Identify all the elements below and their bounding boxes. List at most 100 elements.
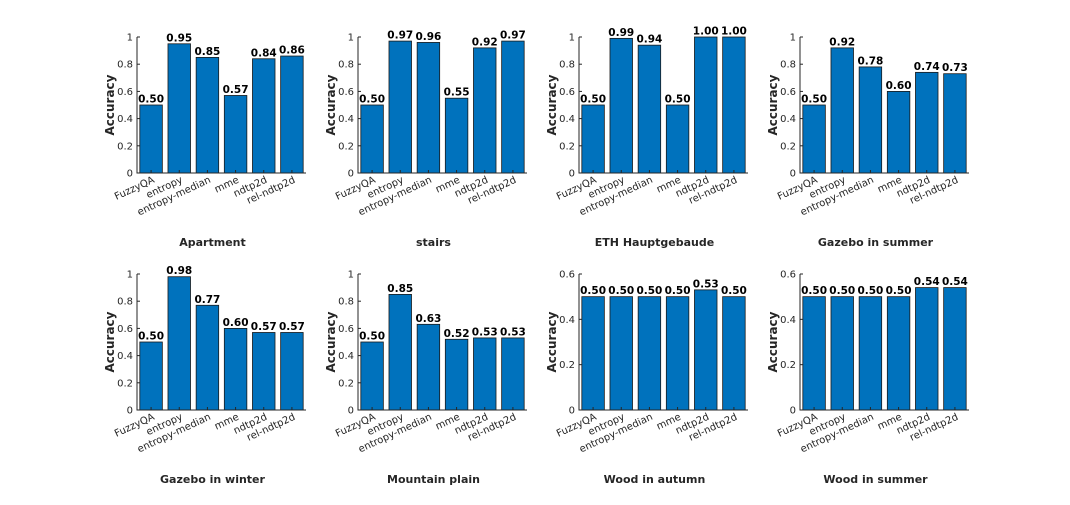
y-tick-label: 1 [127,33,133,44]
data-label: 0.50 [138,331,164,343]
bar-entropy [167,276,191,411]
y-tick-label: 0.4 [780,315,796,326]
bar-rel-ndtp2d [280,332,304,411]
y-tick-label: 0.2 [780,141,796,152]
y-tick-label: 0 [127,406,133,417]
bar-entropy [609,296,633,411]
y-axis-label: Accuracy [545,311,559,372]
y-axis-label: Accuracy [545,74,559,135]
y-axis-label: Accuracy [324,74,338,135]
data-label: 0.85 [387,283,413,295]
bar-entropy [830,47,854,174]
y-tick-label: 0 [569,169,575,180]
subplot-title: ETH Hauptgebaude [595,236,714,249]
bar-entropy [167,43,191,174]
data-label: 0.50 [857,285,883,297]
data-label: 0.85 [194,46,220,58]
bar-ndtp2d [252,58,276,174]
y-tick-label: 0 [348,406,354,417]
bar-entropy-median [416,42,441,174]
subplot-3: 0.500.990.940.501.00 1.0000.20.40.60.81Fu… [545,26,748,249]
y-tick-label: 0.8 [780,60,796,71]
data-label: 0.50 [801,94,827,106]
data-label: 0.99 [608,27,634,39]
y-axis-label: Accuracy [766,311,780,372]
bar-FuzzyQA [139,341,163,411]
y-tick-label: 0 [348,169,354,180]
data-label: 1.00 [693,26,719,38]
data-label: 0.78 [857,55,883,67]
bar-entropy-median [858,296,883,411]
bar-FuzzyQA [581,296,605,411]
y-tick-label: 0.2 [559,360,575,371]
y-tick-label: 0.4 [338,114,354,125]
data-label: 0.50 [721,285,747,297]
data-label: 0.50 [580,285,606,297]
subplot-5: 0.500.980.770.60 0.57 0.5700.20.40.60.81Fu… [103,265,306,486]
bar-mme [223,327,248,411]
data-label: 0.50 [886,285,912,297]
bar-mme [444,338,469,411]
bar-ndtp2d [252,332,276,411]
y-tick-label: 0.4 [559,315,575,326]
data-label: 0.53 [500,326,526,338]
y-tick-label: 0.8 [338,60,354,71]
bar-mme [223,95,248,174]
bar-entropy-median [195,57,220,174]
y-axis-label: Accuracy [103,74,117,135]
subplot-title: stairs [416,236,451,249]
bar-entropy [830,296,854,411]
subplot-title: Wood in summer [823,473,928,486]
y-tick-label: 0.6 [559,87,575,98]
data-label: 0.77 [194,294,220,306]
y-tick-label: 0 [790,169,796,180]
bar-FuzzyQA [802,296,826,411]
bar-FuzzyQA [581,104,605,174]
bar-rel-ndtp2d [501,40,525,174]
subplot-4: 0.500.920.780.600.74 0.7300.20.40.60.81Fu… [766,33,969,249]
y-tick-label: 1 [348,270,354,281]
data-label: 0.86 [279,45,305,57]
y-axis-label: Accuracy [324,311,338,372]
bar-rel-ndtp2d [943,73,967,174]
y-tick-label: 0.8 [117,60,133,71]
y-tick-label: 0.2 [117,378,133,389]
data-label: 0.95 [166,32,192,44]
bar-mme [886,296,911,411]
data-label: 0.50 [138,94,164,106]
data-label: 0.97 [500,30,526,42]
bar-mme [665,104,690,174]
subplot-8: 0.50 0.50 0.50 0.500.54 0.5400.20.40.6FuzzyQ… [766,270,969,486]
bar-rel-ndtp2d [501,337,525,411]
y-tick-label: 0.6 [780,87,796,98]
data-label: 0.74 [914,61,940,73]
data-label: 0.98 [166,265,192,277]
bar-rel-ndtp2d [722,36,746,174]
data-label: 0.92 [829,36,855,48]
bar-ndtp2d [694,289,718,411]
bar-entropy-median [195,304,220,411]
data-label: 0.53 [693,278,719,290]
data-label: 0.53 [472,326,498,338]
data-label: 0.97 [387,30,413,42]
bar-entropy-median [637,44,662,174]
data-label: 0.60 [223,317,249,329]
y-tick-label: 0.4 [117,351,133,362]
subplot-6: 0.500.850.630.52 0.53 0.5300.20.40.60.81Fu… [324,270,527,486]
data-label: 0.57 [251,321,277,333]
y-axis-label: Accuracy [103,311,117,372]
bar-entropy [388,40,412,174]
bar-FuzzyQA [360,104,384,174]
data-label: 0.92 [472,36,498,48]
bar-mme [665,296,690,411]
subplot-title: Apartment [179,236,246,249]
data-label: 0.50 [608,285,634,297]
y-tick-label: 0.2 [338,378,354,389]
y-tick-label: 0.6 [117,87,133,98]
data-label: 0.50 [636,285,662,297]
y-tick-label: 1 [127,270,133,281]
subplot-2: 0.500.97 0.960.550.920.9700.20.40.60.81Fu… [324,30,527,249]
y-tick-label: 0.8 [559,60,575,71]
